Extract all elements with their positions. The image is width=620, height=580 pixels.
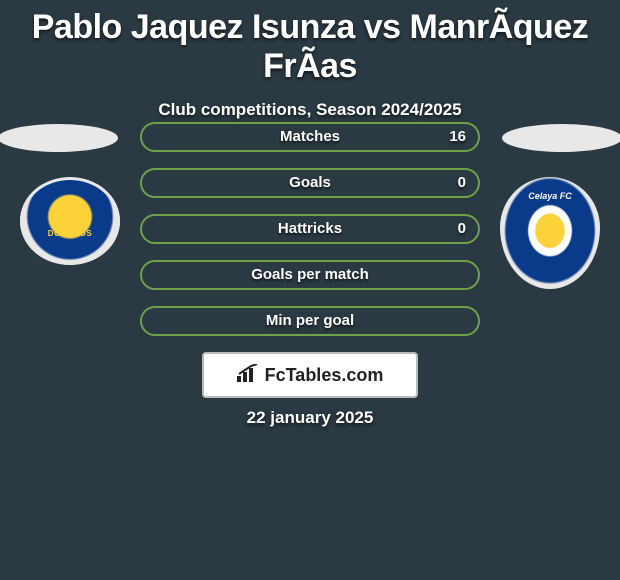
stat-right-value: 0: [458, 216, 466, 242]
stat-label: Hattricks: [142, 216, 478, 242]
stat-label: Goals: [142, 170, 478, 196]
site-brand-badge: FcTables.com: [202, 352, 418, 398]
stat-row-goals-per-match: Goals per match: [140, 260, 480, 290]
stat-right-value: 0: [458, 170, 466, 196]
stat-row-goals: Goals 0: [140, 168, 480, 198]
stats-container: Matches 16 Goals 0 Hattricks 0 Goals per…: [140, 122, 480, 352]
left-club-logo: [20, 177, 120, 265]
chart-icon: [237, 364, 259, 387]
left-shadow-ellipse: [0, 124, 118, 152]
stat-label: Goals per match: [142, 262, 478, 288]
stat-row-hattricks: Hattricks 0: [140, 214, 480, 244]
stat-row-matches: Matches 16: [140, 122, 480, 152]
right-club-logo: [500, 177, 600, 289]
stat-label: Matches: [142, 124, 478, 150]
stat-label: Min per goal: [142, 308, 478, 334]
page-title: Pablo Jaquez Isunza vs ManrÃ­quez FrÃ­as: [0, 0, 620, 86]
date-text: 22 january 2025: [0, 408, 620, 428]
right-shadow-ellipse: [502, 124, 620, 152]
site-brand-text: FcTables.com: [265, 365, 384, 386]
page-subtitle: Club competitions, Season 2024/2025: [0, 100, 620, 120]
stat-row-min-per-goal: Min per goal: [140, 306, 480, 336]
stat-right-value: 16: [449, 124, 466, 150]
